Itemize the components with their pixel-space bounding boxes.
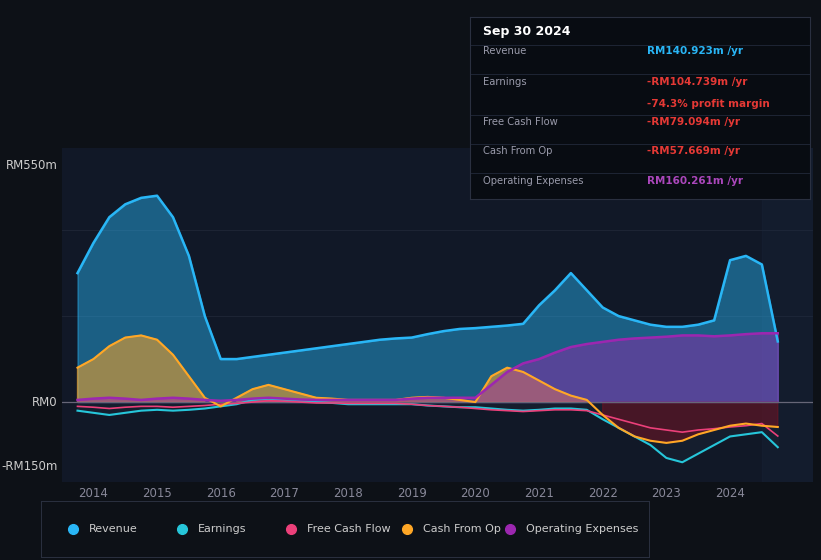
Text: Earnings: Earnings	[198, 524, 246, 534]
Text: Operating Expenses: Operating Expenses	[484, 176, 584, 185]
Text: Revenue: Revenue	[484, 46, 526, 57]
Text: RM0: RM0	[32, 395, 57, 409]
Text: -74.3% profit margin: -74.3% profit margin	[647, 99, 769, 109]
Text: Operating Expenses: Operating Expenses	[526, 524, 638, 534]
Text: Sep 30 2024: Sep 30 2024	[484, 25, 571, 38]
Text: Free Cash Flow: Free Cash Flow	[307, 524, 391, 534]
Bar	[762, 148, 813, 482]
Text: Earnings: Earnings	[484, 77, 527, 87]
Text: RM550m: RM550m	[6, 159, 57, 172]
Text: RM160.261m /yr: RM160.261m /yr	[647, 176, 743, 185]
Text: -RM79.094m /yr: -RM79.094m /yr	[647, 118, 740, 127]
Text: -RM150m: -RM150m	[2, 460, 57, 473]
Text: RM140.923m /yr: RM140.923m /yr	[647, 46, 743, 57]
Text: Cash From Op: Cash From Op	[484, 147, 553, 156]
Text: -RM57.669m /yr: -RM57.669m /yr	[647, 147, 740, 156]
Text: Revenue: Revenue	[89, 524, 137, 534]
Text: -RM104.739m /yr: -RM104.739m /yr	[647, 77, 747, 87]
Text: Cash From Op: Cash From Op	[423, 524, 501, 534]
Text: Free Cash Flow: Free Cash Flow	[484, 118, 558, 127]
